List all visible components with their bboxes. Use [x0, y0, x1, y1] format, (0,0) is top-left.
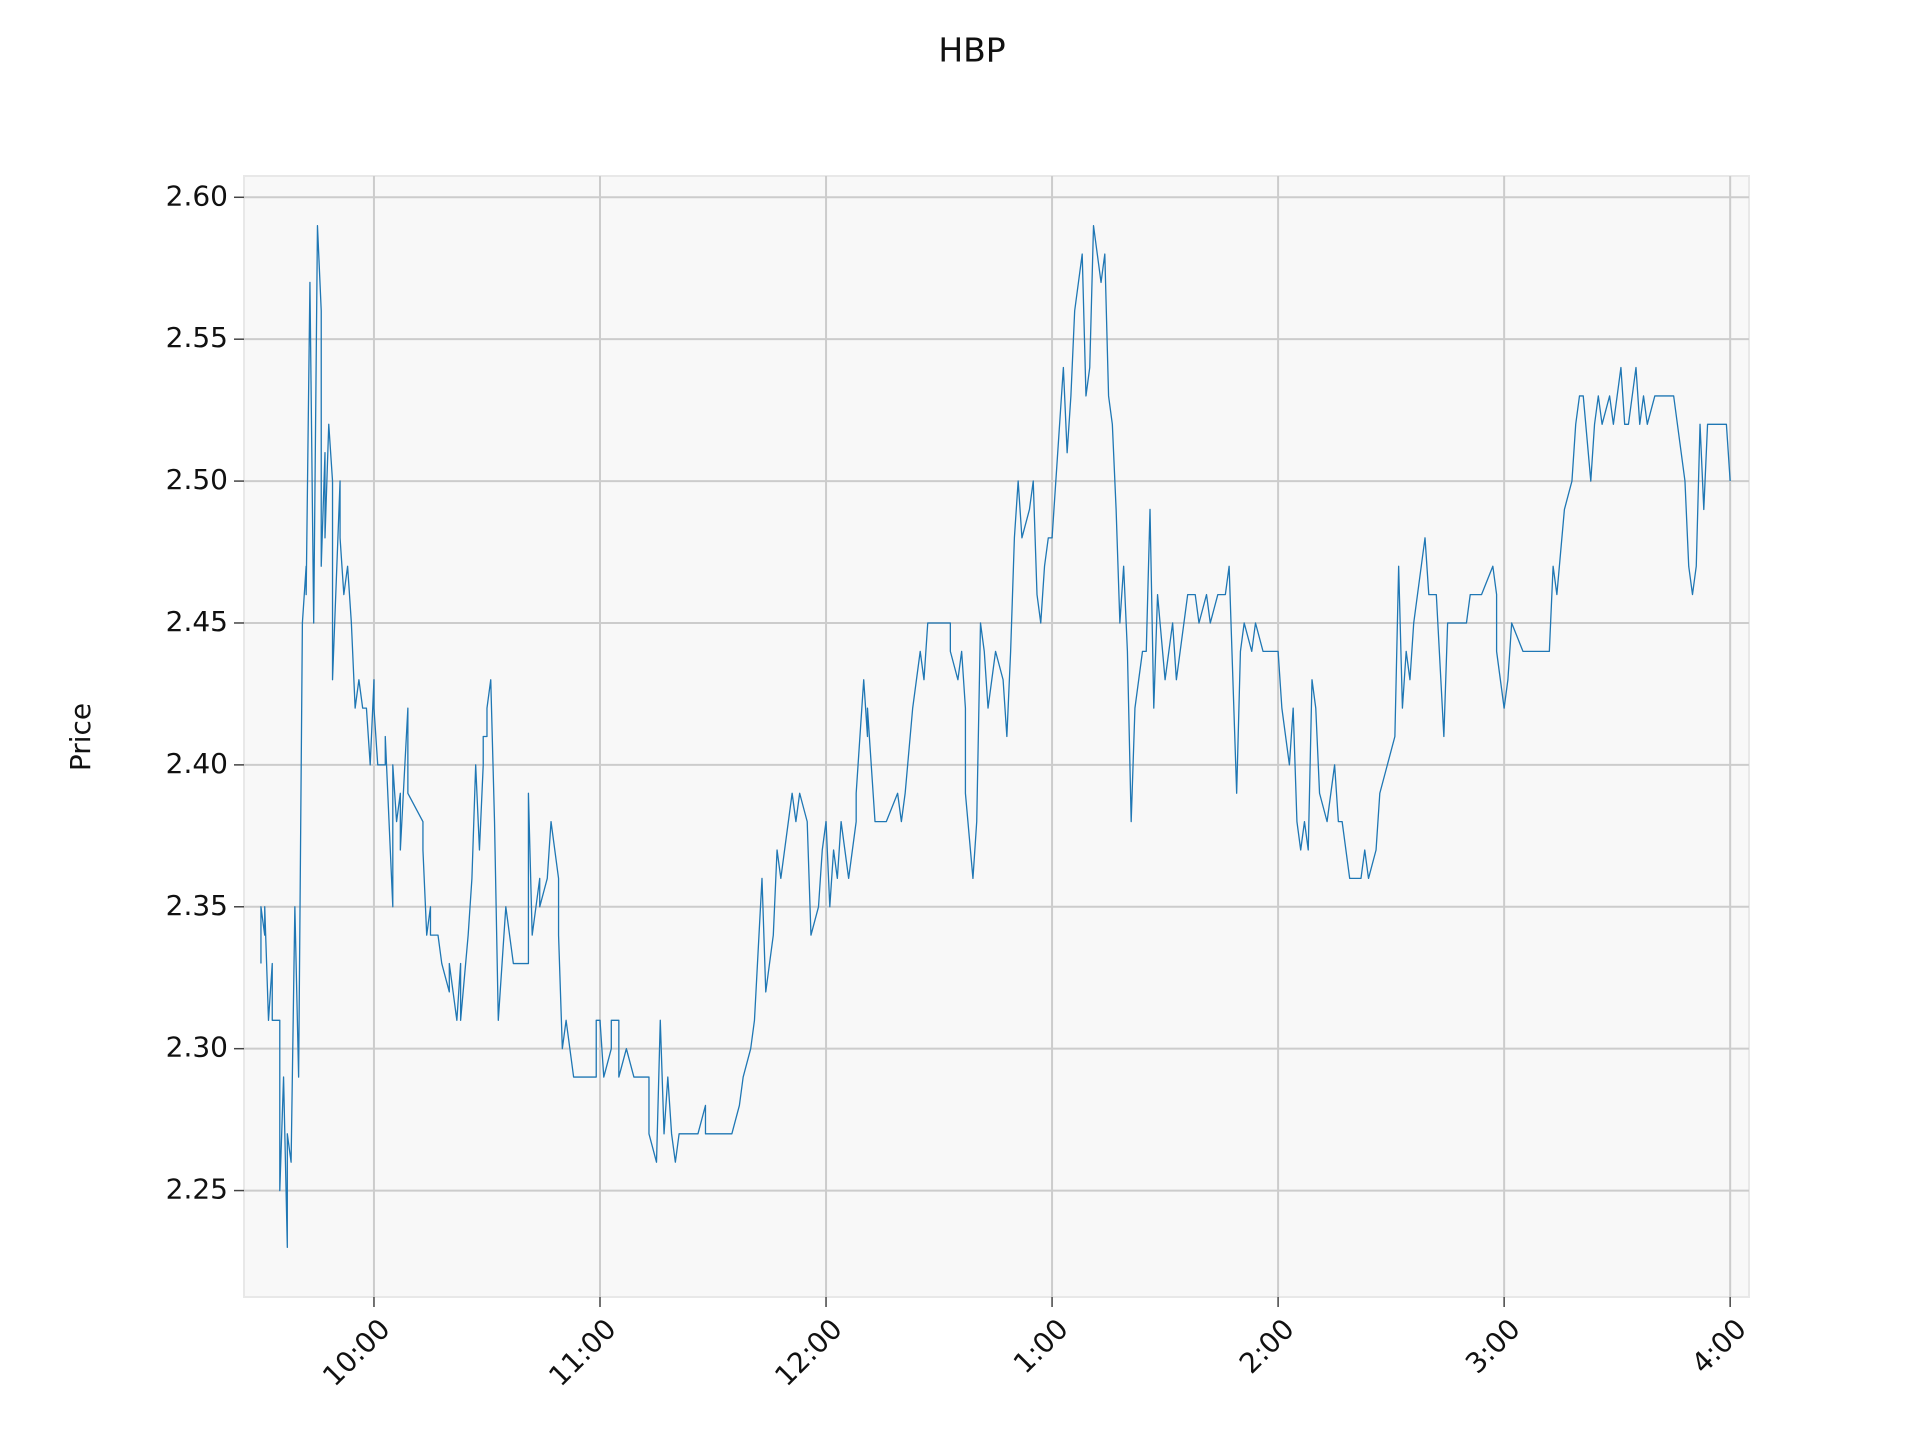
chart-title: HBP [938, 31, 1005, 70]
y-tick-label: 2.25 [166, 1173, 228, 1206]
y-axis-label: Price [64, 703, 97, 771]
x-tick-label: 2:00 [1233, 1312, 1301, 1380]
y-tick-label: 2.60 [166, 179, 228, 212]
y-tick-label: 2.35 [166, 889, 228, 922]
x-tick-label: 4:00 [1685, 1312, 1753, 1380]
y-tick-label: 2.40 [166, 747, 228, 780]
x-tick-label: 12:00 [768, 1312, 848, 1392]
price-line [260, 225, 1731, 1248]
y-tick-label: 2.50 [166, 463, 228, 496]
x-tick-label: 3:00 [1459, 1312, 1527, 1380]
x-tick-label: 11:00 [542, 1312, 622, 1392]
x-tick-label: 10:00 [316, 1312, 396, 1392]
y-tick-label: 2.55 [166, 321, 228, 354]
plot-area [243, 175, 1750, 1298]
y-tick-label: 2.45 [166, 605, 228, 638]
y-tick-label: 2.30 [166, 1031, 228, 1064]
x-tick-label: 1:00 [1007, 1312, 1075, 1380]
